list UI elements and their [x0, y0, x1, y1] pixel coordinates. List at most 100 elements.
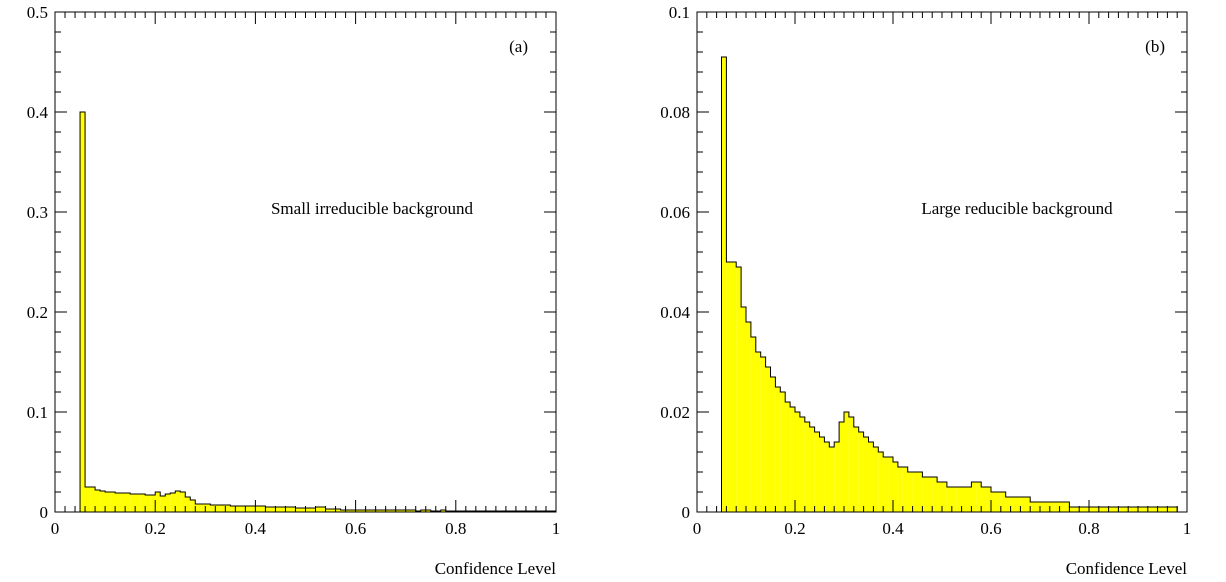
histogram-bar [1157, 507, 1163, 512]
histogram-bar [848, 417, 854, 512]
histogram-bar [946, 487, 952, 512]
histogram-bar [907, 472, 913, 512]
x-tick-label: 1 [552, 519, 561, 538]
histogram-bar [991, 492, 996, 512]
histogram-bar [922, 477, 928, 512]
panel-a: 0 0.2 0.4 0.6 0.8 1 0 0.1 0.2 0.3 0.4 0.5 Confidence… [27, 3, 561, 578]
histogram-bar [1147, 507, 1153, 512]
histogram-bar [205, 504, 211, 512]
histogram-bar [250, 506, 256, 512]
histogram-bar [380, 510, 386, 512]
histogram-bar [995, 492, 1001, 512]
histogram-bar [360, 510, 366, 512]
histogram-bar [1005, 497, 1011, 512]
histogram-bar [746, 322, 751, 512]
histogram-bar [420, 510, 426, 512]
histogram-bar [310, 508, 316, 512]
histogram-bar [1167, 507, 1173, 512]
histogram-bar [1152, 507, 1158, 512]
histogram-bar [330, 509, 336, 512]
histogram-bar [210, 505, 216, 512]
histogram-bar [809, 427, 815, 512]
histogram-bar [858, 432, 864, 512]
histogram-bar [770, 377, 776, 512]
histogram-bar [986, 487, 991, 512]
histogram-bar [345, 510, 351, 512]
histogram-bar [390, 510, 396, 512]
histogram-bar [155, 492, 161, 512]
histogram-bar [1108, 507, 1114, 512]
histogram-bar [320, 507, 326, 512]
chart-annotation: Large reducible background [921, 199, 1113, 218]
histogram-bar [775, 387, 781, 512]
histogram-bar [145, 495, 151, 512]
histogram-bar [1010, 497, 1016, 512]
histogram-bar [260, 506, 266, 512]
y-tick-label: 0 [682, 503, 691, 522]
histogram-bar [85, 487, 91, 512]
histogram-bar [966, 487, 972, 512]
histogram-bar [1098, 507, 1104, 512]
histogram-bar [932, 477, 938, 512]
histogram-bar [120, 493, 126, 512]
histogram-bar [878, 452, 884, 512]
x-tick-label: 1 [1183, 519, 1192, 538]
panel-label: (a) [509, 37, 528, 56]
x-tick-label: 0.6 [980, 519, 1001, 538]
x-tick-label: 0.8 [445, 519, 466, 538]
histogram-bar [741, 307, 746, 512]
histogram-bar [1044, 502, 1050, 512]
histogram-bar [180, 492, 186, 512]
histogram-bar [819, 437, 825, 512]
histogram-bar [240, 506, 246, 512]
histogram-bar [1089, 507, 1094, 512]
histogram-bar [927, 477, 933, 512]
histogram-bar [912, 472, 918, 512]
histogram-bar [1103, 507, 1109, 512]
y-tick-label: 0.1 [27, 403, 48, 422]
histogram-bar [1025, 497, 1031, 512]
histogram-bar [280, 507, 286, 512]
histogram-bar [1128, 507, 1134, 512]
histogram-bar [917, 472, 923, 512]
histogram-bar [873, 447, 879, 512]
histogram-bar [1172, 507, 1178, 512]
histogram-bar [440, 510, 446, 512]
x-tick-label: 0.2 [145, 519, 166, 538]
histogram-bar [1162, 507, 1168, 512]
y-tick-label: 0.4 [27, 103, 49, 122]
histogram-bars [721, 57, 1178, 512]
histogram-bar [731, 262, 737, 512]
histogram-bar [765, 367, 771, 512]
histogram-bar [295, 508, 301, 512]
histogram-bar [410, 510, 416, 512]
x-tick-label: 0 [51, 519, 60, 538]
histogram-bar [335, 509, 341, 512]
histogram-bar [230, 506, 236, 512]
histogram-bar [270, 507, 276, 512]
histogram-bar [90, 487, 96, 512]
histogram-bar [135, 494, 141, 512]
histogram-bar [755, 352, 761, 512]
histogram-bar [804, 422, 810, 512]
histogram-bar [1093, 507, 1099, 512]
histogram-bar [1113, 507, 1119, 512]
histogram-bar [185, 497, 191, 512]
histogram-bar [1118, 507, 1124, 512]
histogram-bar [175, 491, 181, 512]
histogram-bar [350, 510, 356, 512]
histogram-bar [160, 496, 166, 512]
histogram-bar [275, 507, 281, 512]
histogram-bar [190, 500, 196, 512]
histogram-bar [780, 392, 786, 512]
histogram-bar [1040, 502, 1045, 512]
histogram-bar [1035, 502, 1040, 512]
histogram-bar [1015, 497, 1021, 512]
histogram-bar [814, 432, 820, 512]
histogram-bar [1059, 502, 1065, 512]
histogram-bar [1133, 507, 1138, 512]
histogram-bar [150, 495, 156, 512]
histogram-bar [200, 504, 206, 512]
x-tick-label: 0.4 [882, 519, 904, 538]
